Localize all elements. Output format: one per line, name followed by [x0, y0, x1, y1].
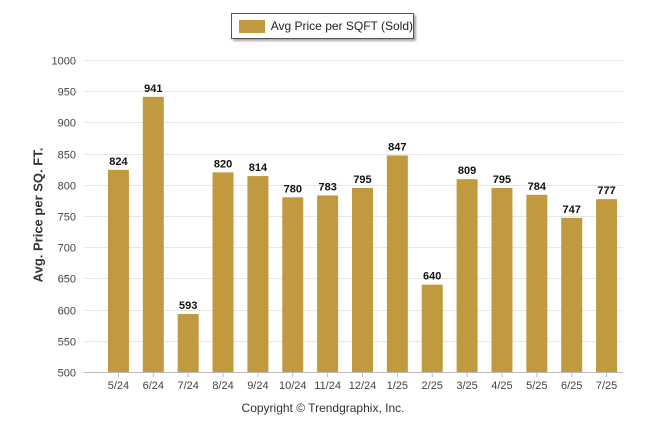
y-axis-label: Avg. Price per SQ. FT. — [30, 147, 46, 283]
bar — [212, 172, 234, 372]
y-tick-label: 900 — [58, 118, 76, 130]
legend-swatch — [239, 19, 265, 33]
data-label: 941 — [144, 83, 162, 95]
x-tick-label: 3/25 — [456, 380, 477, 392]
y-tick-label: 700 — [58, 243, 76, 255]
bar — [352, 187, 373, 372]
x-tick-label: 1/25 — [387, 380, 408, 392]
data-label: 747 — [563, 204, 581, 216]
bar — [177, 313, 199, 372]
y-tick-label: 500 — [58, 368, 76, 380]
copyright-credit: Copyright © Trendgraphix, Inc. — [241, 401, 405, 415]
legend: Avg Price per SQFT (Sold) — [231, 13, 414, 39]
bar — [317, 195, 339, 372]
data-label: 784 — [528, 181, 547, 193]
data-label: 814 — [249, 162, 268, 174]
bar — [247, 176, 269, 372]
x-tick-label: 4/25 — [491, 380, 512, 392]
data-label: 795 — [353, 174, 371, 186]
y-tick-label: 750 — [58, 212, 76, 224]
x-tick-label: 7/24 — [177, 380, 198, 392]
bar — [142, 96, 164, 372]
data-label: 820 — [214, 158, 232, 170]
data-label: 780 — [284, 183, 302, 195]
bar — [421, 284, 443, 372]
data-label: 847 — [388, 141, 406, 153]
data-label: 777 — [597, 185, 615, 197]
bar — [456, 179, 478, 372]
bar — [596, 199, 618, 372]
x-tick-label: 12/24 — [349, 380, 377, 392]
bar — [386, 155, 408, 372]
y-tick-label: 550 — [58, 337, 76, 349]
data-label: 824 — [109, 156, 128, 168]
data-label: 640 — [423, 271, 441, 283]
data-label: 783 — [318, 181, 336, 193]
bar — [491, 187, 513, 372]
y-tick-label: 850 — [58, 150, 76, 162]
x-tick-label: 10/24 — [279, 380, 307, 392]
x-tick-label: 5/25 — [526, 380, 547, 392]
x-tick-label: 5/24 — [108, 380, 129, 392]
data-label: 795 — [493, 174, 511, 186]
bar — [282, 197, 304, 372]
x-tick-label: 7/25 — [596, 380, 617, 392]
y-tick-label: 650 — [58, 274, 76, 286]
legend-label: Avg Price per SQFT (Sold) — [270, 19, 413, 33]
x-tick-label: 2/25 — [422, 380, 443, 392]
data-label: 593 — [179, 300, 197, 312]
data-label: 809 — [458, 165, 476, 177]
x-tick-label: 8/24 — [212, 380, 233, 392]
x-tick-label: 6/24 — [143, 380, 164, 392]
y-tick-label: 800 — [58, 181, 76, 193]
bar — [107, 169, 129, 372]
x-tick-label: 6/25 — [561, 380, 582, 392]
y-tick-label: 950 — [58, 87, 76, 99]
y-tick-label: 600 — [58, 306, 76, 318]
y-tick-label: 1000 — [52, 56, 76, 68]
bar — [561, 217, 583, 372]
bar — [526, 194, 548, 372]
x-tick-label: 9/24 — [247, 380, 268, 392]
x-tick-label: 11/24 — [314, 380, 341, 392]
